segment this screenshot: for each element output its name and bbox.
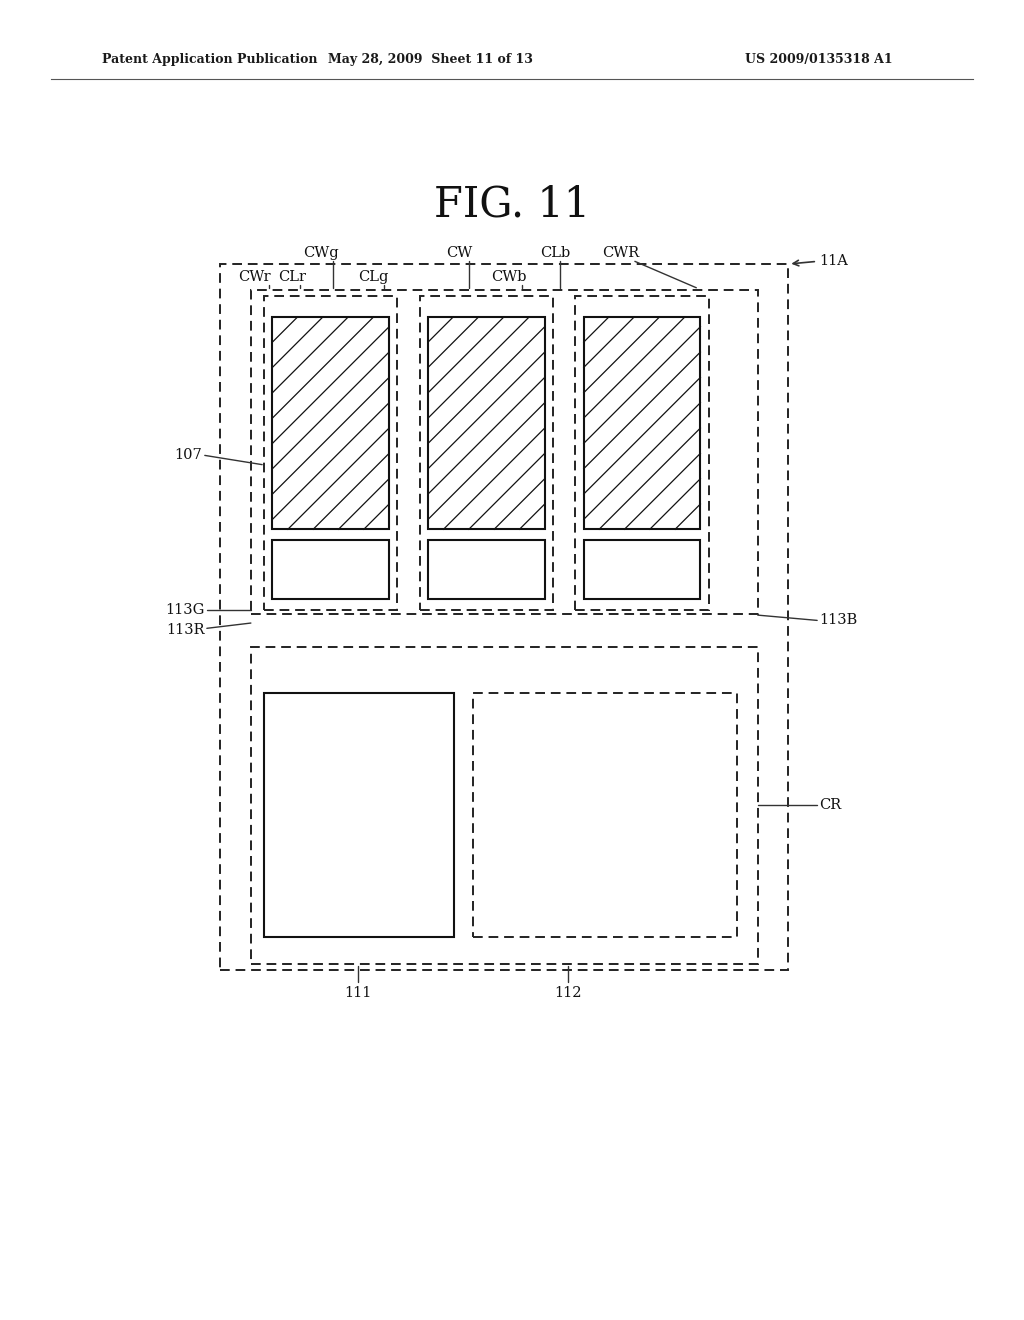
- Bar: [584, 540, 700, 599]
- Text: CWr: CWr: [238, 271, 270, 284]
- Text: CLr: CLr: [278, 271, 306, 284]
- Bar: [251, 290, 758, 614]
- Bar: [428, 540, 545, 599]
- Bar: [420, 296, 553, 610]
- Text: 113R: 113R: [166, 623, 205, 636]
- Bar: [584, 317, 700, 529]
- Bar: [264, 296, 397, 610]
- Bar: [473, 693, 737, 937]
- Text: CR: CR: [819, 799, 842, 812]
- Text: CWR: CWR: [602, 247, 639, 260]
- Bar: [272, 317, 389, 529]
- Text: Patent Application Publication: Patent Application Publication: [102, 53, 317, 66]
- Bar: [251, 647, 758, 964]
- Text: 113G: 113G: [166, 603, 205, 616]
- Text: May 28, 2009  Sheet 11 of 13: May 28, 2009 Sheet 11 of 13: [328, 53, 532, 66]
- Text: CWb: CWb: [492, 271, 526, 284]
- Bar: [575, 296, 709, 610]
- Text: CLb: CLb: [540, 247, 570, 260]
- Text: 111: 111: [345, 986, 372, 999]
- Text: FIG. 11: FIG. 11: [434, 183, 590, 226]
- Text: CWg: CWg: [303, 247, 338, 260]
- Bar: [264, 693, 454, 937]
- Text: 113B: 113B: [819, 614, 857, 627]
- Bar: [428, 317, 545, 529]
- Bar: [428, 317, 545, 529]
- Bar: [584, 317, 700, 529]
- Text: 107: 107: [174, 449, 202, 462]
- Text: 112: 112: [555, 986, 582, 999]
- Text: 11A: 11A: [819, 255, 848, 268]
- Bar: [272, 317, 389, 529]
- Bar: [272, 540, 389, 599]
- Bar: [220, 264, 788, 970]
- Text: US 2009/0135318 A1: US 2009/0135318 A1: [745, 53, 893, 66]
- Text: CLg: CLg: [358, 271, 389, 284]
- Text: CW: CW: [445, 247, 472, 260]
